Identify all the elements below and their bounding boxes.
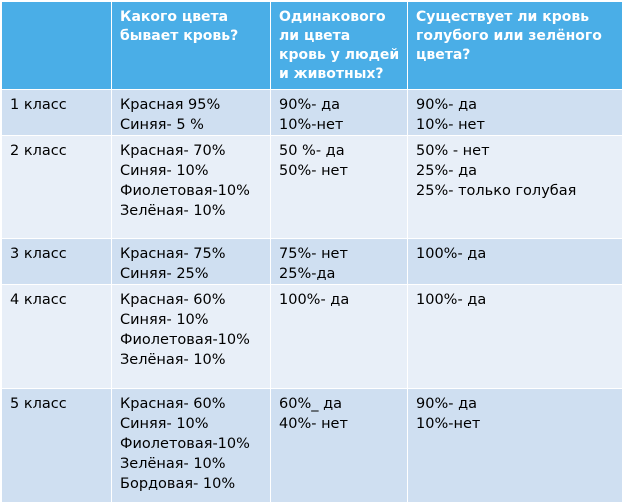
cell-line: Синяя- 5 % (120, 117, 204, 133)
blue-green-cell: 90%- да 10%-нет (407, 388, 623, 503)
cell-line: Синяя- 10% (120, 416, 209, 432)
cell-line: 10%-нет (279, 117, 344, 133)
colors-cell: Красная 95% Синяя- 5 % (111, 89, 271, 136)
cell-line: 100%- да (416, 292, 487, 308)
same-color-cell: 75%- нет 25%-да (270, 238, 408, 285)
cell-line: Красная- 60% (120, 292, 226, 308)
same-color-cell: 60%_ да 40%- нет (270, 388, 408, 503)
grade-cell: 5 класс (1, 388, 112, 503)
cell-line: 50 %- да (279, 143, 345, 159)
colors-cell: Красная- 60% Синяя- 10% Фиолетовая-10% Зелё… (111, 284, 271, 389)
cell-line: 25%- да (416, 163, 477, 179)
cell-line: Фиолетовая-10% (120, 332, 250, 348)
header-cell-blue-green: Существует ли кровь голубого или зелёног… (407, 1, 623, 90)
cell-line: Синяя- 25% (120, 266, 209, 282)
cell-line: 10%- нет (416, 117, 485, 133)
cell-line: 90%- да (279, 97, 340, 113)
same-color-cell: 90%- да 10%-нет (270, 89, 408, 136)
blue-green-cell: 90%- да 10%- нет (407, 89, 623, 136)
cell-line: Красная- 70% (120, 143, 226, 159)
blue-green-cell: 100%- да (407, 238, 623, 285)
table-row: 3 класс Красная- 75% Синяя- 25% 75%- нет 2… (1, 238, 623, 285)
cell-line: Бордовая- 10% (120, 476, 236, 492)
cell-line: Красная 95% (120, 97, 221, 113)
cell-line: Красная- 60% (120, 396, 226, 412)
cell-line: Фиолетовая-10% (120, 183, 250, 199)
table-row: 4 класс Красная- 60% Синяя- 10% Фиолетовая… (1, 284, 623, 389)
blue-green-cell: 100%- да (407, 284, 623, 389)
colors-cell: Красная- 70% Синяя- 10% Фиолетовая-10% Зелё… (111, 135, 271, 239)
cell-line: 90%- да (416, 396, 477, 412)
cell-line: 60%_ да (279, 396, 342, 412)
header-cell-same-color: Одинакового ли цвета кровь у людей и жив… (270, 1, 408, 90)
cell-line: 25%-да (279, 266, 336, 282)
same-color-cell: 50 %- да 50%- нет (270, 135, 408, 239)
cell-line: 50% - нет (416, 143, 490, 159)
cell-line: Зелёная- 10% (120, 352, 226, 368)
header-cell-blank (1, 1, 112, 90)
cell-line: 100%- да (416, 246, 487, 262)
grade-cell: 4 класс (1, 284, 112, 389)
same-color-cell: 100%- да (270, 284, 408, 389)
cell-line: Красная- 75% (120, 246, 226, 262)
cell-line: Зелёная- 10% (120, 456, 226, 472)
grade-cell: 2 класс (1, 135, 112, 239)
table-row: 5 класс Красная- 60% Синяя- 10% Фиолетовая… (1, 388, 623, 503)
grade-cell: 3 класс (1, 238, 112, 285)
cell-line: 10%-нет (416, 416, 481, 432)
cell-line: Зелёная- 10% (120, 203, 226, 219)
cell-line: Синяя- 10% (120, 312, 209, 328)
cell-line: 50%- нет (279, 163, 348, 179)
table-row: 1 класс Красная 95% Синяя- 5 % 90%- да 10%… (1, 89, 623, 136)
cell-line: 25%- только голубая (416, 183, 577, 199)
cell-line: Синяя- 10% (120, 163, 209, 179)
cell-line: 90%- да (416, 97, 477, 113)
cell-line: 75%- нет (279, 246, 348, 262)
table-row: 2 класс Красная- 70% Синяя- 10% Фиолетовая… (1, 135, 623, 239)
colors-cell: Красная- 75% Синяя- 25% (111, 238, 271, 285)
grade-cell: 1 класс (1, 89, 112, 136)
cell-line: 100%- да (279, 292, 350, 308)
blue-green-cell: 50% - нет 25%- да 25%- только голубая (407, 135, 623, 239)
table-header-row: Какого цвета бывает кровь? Одинакового л… (1, 1, 623, 90)
colors-cell: Красная- 60% Синяя- 10% Фиолетовая-10% Зелё… (111, 388, 271, 503)
cell-line: Фиолетовая-10% (120, 436, 250, 452)
cell-line: 40%- нет (279, 416, 348, 432)
header-cell-blood-color: Какого цвета бывает кровь? (111, 1, 271, 90)
